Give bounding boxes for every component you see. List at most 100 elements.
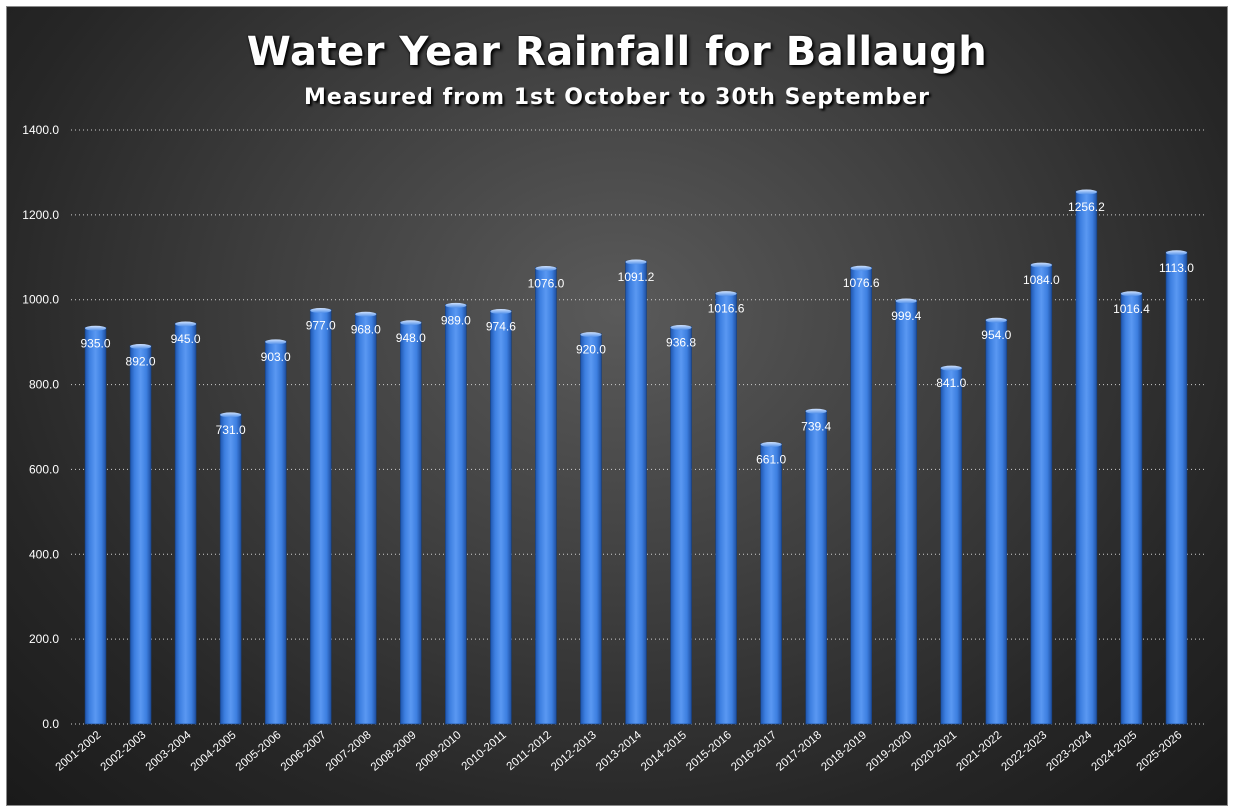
- x-axis: 2001-20022002-20032003-20042004-20052005…: [54, 729, 1185, 774]
- data-label: 954.0: [981, 328, 1011, 342]
- x-tick-label: 2005-2006: [234, 729, 284, 774]
- x-tick-label: 2022-2023: [999, 729, 1049, 774]
- bar: [715, 292, 737, 725]
- bar-cap: [850, 265, 872, 271]
- bar-cap: [355, 311, 377, 317]
- bar: [445, 304, 467, 725]
- data-label: 661.0: [756, 453, 786, 467]
- data-label: 968.0: [351, 322, 381, 336]
- bar-cap: [175, 321, 197, 327]
- bar-cap: [1120, 291, 1142, 297]
- bar-cap: [715, 291, 737, 297]
- bar: [1165, 251, 1188, 725]
- bar: [1030, 263, 1053, 725]
- x-tick-label: 2011-2012: [505, 729, 554, 773]
- x-tick-label: 2014-2015: [639, 729, 689, 774]
- data-label: 1016.6: [708, 302, 745, 316]
- data-label: 989.0: [441, 313, 471, 327]
- data-label: 948.0: [396, 331, 426, 345]
- bar: [174, 322, 197, 725]
- x-tick-label: 2013-2014: [594, 729, 644, 774]
- data-label: 739.4: [801, 419, 831, 433]
- bar: [1075, 190, 1098, 725]
- data-label: 1076.0: [528, 276, 565, 290]
- data-label: 936.8: [666, 336, 696, 350]
- data-label: 999.4: [891, 309, 921, 323]
- bar-cap: [265, 339, 287, 345]
- data-label: 1256.2: [1068, 200, 1105, 214]
- bar: [580, 333, 602, 725]
- bar-cap: [580, 332, 602, 338]
- bar: [129, 345, 152, 725]
- bar: [490, 310, 512, 725]
- x-tick-label: 2012-2013: [549, 729, 599, 774]
- x-tick-label: 2016-2017: [729, 729, 779, 774]
- bar: [625, 260, 647, 725]
- y-tick-label: 1000.0: [22, 293, 59, 307]
- x-tick-label: 2009-2010: [414, 729, 464, 774]
- data-label: 731.0: [216, 423, 246, 437]
- data-label: 1016.4: [1113, 302, 1150, 316]
- bars: [84, 189, 1188, 725]
- bar: [985, 318, 1008, 725]
- bar-cap: [85, 325, 107, 331]
- data-label: 945.0: [171, 332, 201, 346]
- data-label: 977.0: [306, 318, 336, 332]
- x-tick-label: 2021-2022: [954, 729, 1004, 774]
- data-label: 920.0: [576, 343, 606, 357]
- x-tick-label: 2025-2026: [1135, 729, 1185, 774]
- x-tick-label: 2010-2011: [460, 729, 509, 773]
- x-tick-label: 2008-2009: [369, 729, 419, 774]
- data-label: 841.0: [936, 376, 966, 390]
- bar-cap: [625, 259, 647, 265]
- bar-cap: [310, 307, 332, 313]
- y-axis: 0.0 200.0 400.0 600.0 800.0 1000.0 1200.0 1400.…: [22, 123, 59, 731]
- bar-cap: [220, 412, 242, 418]
- bar: [895, 299, 918, 725]
- y-tick-label: 1200.0: [22, 208, 59, 222]
- y-tick-label: 200.0: [29, 632, 59, 646]
- bar: [84, 326, 107, 725]
- y-tick-label: 600.0: [29, 462, 59, 476]
- y-tick-label: 0.0: [42, 717, 59, 731]
- x-tick-label: 2023-2024: [1044, 729, 1094, 774]
- bar: [1120, 292, 1143, 725]
- y-tick-label: 1400.0: [22, 123, 59, 137]
- chart-title: Water Year Rainfall for Ballaugh: [246, 29, 988, 75]
- bar-cap: [895, 298, 917, 304]
- x-tick-label: 2024-2025: [1090, 729, 1140, 774]
- bar-cap: [445, 302, 467, 308]
- bar: [309, 309, 332, 725]
- bar-cap: [985, 317, 1007, 323]
- y-tick-label: 800.0: [29, 378, 59, 392]
- data-label: 935.0: [81, 336, 111, 350]
- bar-cap: [400, 320, 422, 326]
- x-tick-label: 2017-2018: [774, 729, 824, 774]
- bar-cap: [130, 344, 152, 350]
- data-label: 903.0: [261, 350, 291, 364]
- bar: [399, 321, 422, 725]
- data-labels: 935.0 892.0 945.0 731.0 903.0 977.0 968.0 948.0…: [81, 200, 1195, 467]
- bar: [535, 267, 557, 725]
- x-tick-label: 2019-2020: [864, 729, 914, 774]
- x-tick-label: 2006-2007: [279, 729, 329, 774]
- bar-cap: [670, 325, 692, 331]
- data-label: 1076.6: [843, 276, 880, 290]
- chart-frame: Water Year Rainfall for Ballaugh Measure…: [6, 6, 1228, 806]
- bar-cap: [940, 365, 962, 371]
- data-label: 892.0: [126, 355, 156, 369]
- bar-cap: [1165, 250, 1187, 256]
- bar-cap: [760, 442, 782, 448]
- bar-cap: [490, 308, 512, 314]
- x-tick-label: 2015-2016: [684, 729, 734, 774]
- bar-cap: [1030, 262, 1052, 268]
- data-label: 1084.0: [1023, 273, 1060, 287]
- x-tick-label: 2004-2005: [189, 729, 239, 774]
- x-tick-label: 2020-2021: [909, 729, 959, 774]
- x-tick-label: 2018-2019: [819, 729, 869, 774]
- x-tick-label: 2003-2004: [144, 729, 194, 774]
- x-tick-label: 2002-2003: [99, 729, 149, 774]
- x-tick-label: 2001-2002: [54, 729, 104, 774]
- bar: [670, 326, 692, 725]
- bar: [760, 443, 782, 725]
